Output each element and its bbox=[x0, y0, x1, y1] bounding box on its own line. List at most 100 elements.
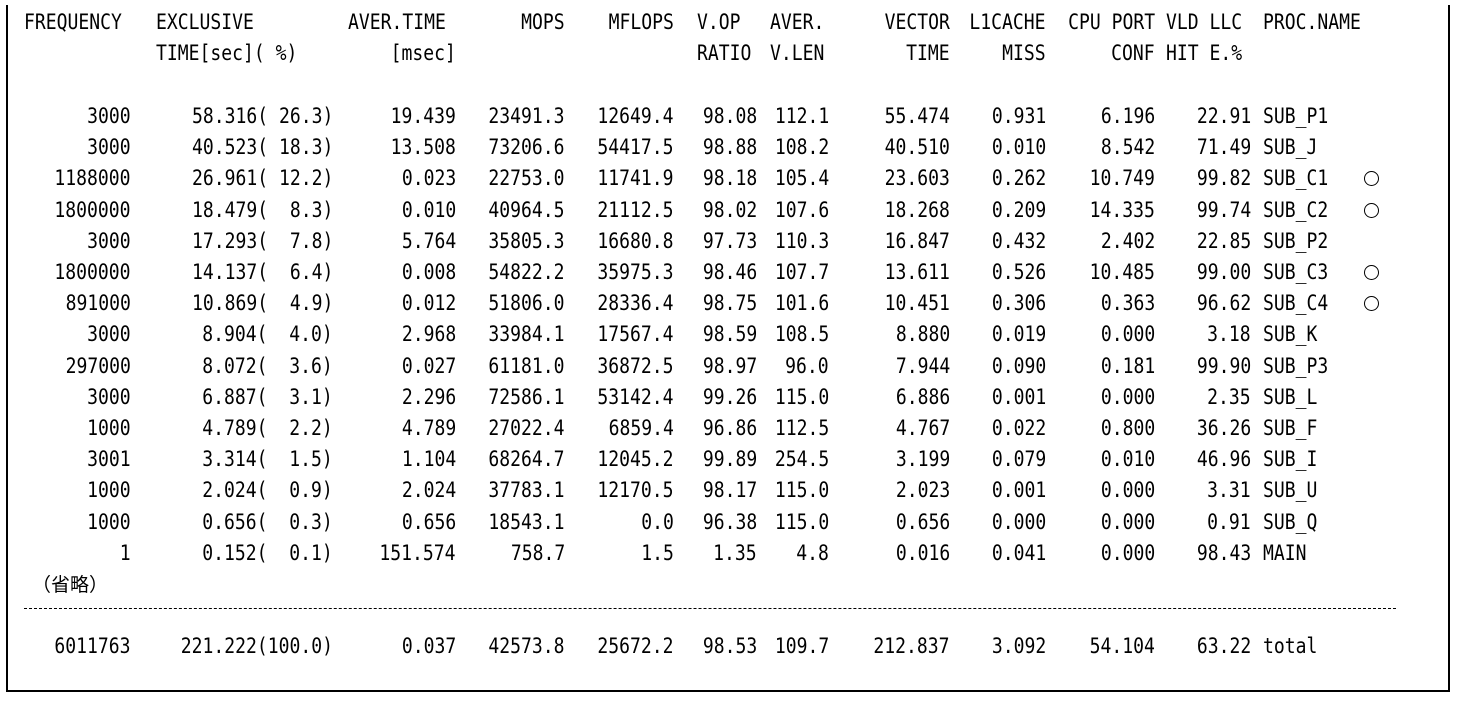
cell-proc-name: SUB_L bbox=[1263, 384, 1318, 409]
cell-vector-time: 40.510 bbox=[884, 135, 950, 160]
cell-mflops: 1.5 bbox=[641, 540, 674, 565]
cell-cpu-port-conf: 8.542 bbox=[1100, 135, 1155, 160]
cell-frequency: 3000 bbox=[87, 384, 131, 409]
cell-mflops: 53142.4 bbox=[597, 384, 674, 409]
cell-mflops: 12649.4 bbox=[597, 104, 674, 128]
cell-time: 0.656( 0.3) bbox=[202, 509, 333, 534]
cell-cpu-port-conf: 0.010 bbox=[1100, 447, 1155, 472]
cell-cpu-port-conf: 0.800 bbox=[1100, 416, 1155, 440]
cell-cpu-port-conf: 0.000 bbox=[1100, 478, 1155, 503]
cell-vector-time: 4.767 bbox=[895, 416, 950, 440]
cell-time: 2.024( 0.9) bbox=[202, 478, 333, 503]
cell-vector-time: 3.199 bbox=[895, 447, 950, 472]
cell-time: 18.479( 8.3) bbox=[191, 197, 333, 222]
cell-proc-name: SUB_P2 bbox=[1263, 228, 1329, 253]
cell-proc-name: total bbox=[1263, 634, 1318, 658]
cell-aver-time: 0.012 bbox=[401, 291, 456, 316]
cell-aver-vlen: 112.5 bbox=[774, 416, 829, 440]
cell-mops: 27022.4 bbox=[488, 416, 565, 440]
cell-l1cache-miss: 0.019 bbox=[991, 322, 1046, 347]
cell-v-op-ratio: 98.18 bbox=[702, 166, 757, 191]
cell-time: 221.222(100.0) bbox=[180, 634, 333, 658]
cell-cpu-port-conf: 54.104 bbox=[1089, 634, 1155, 658]
cell-mflops: 11741.9 bbox=[597, 166, 674, 191]
cell-time: 8.904( 4.0) bbox=[202, 322, 333, 347]
cell-aver-time: 0.037 bbox=[401, 634, 456, 658]
cell-frequency: 1000 bbox=[87, 478, 131, 503]
cell-l1cache-miss: 0.526 bbox=[991, 260, 1046, 284]
cell-mops: 51806.0 bbox=[488, 291, 565, 316]
cell-mops: 18543.1 bbox=[488, 509, 565, 534]
cell-mflops: 21112.5 bbox=[597, 197, 674, 222]
circle-mark-icon bbox=[1364, 202, 1379, 218]
header-cpu-port: CPU PORT bbox=[1068, 10, 1155, 34]
cell-frequency: 1800000 bbox=[54, 197, 131, 222]
cell-cpu-port-conf: 10.749 bbox=[1089, 166, 1155, 191]
cell-aver-vlen: 112.1 bbox=[774, 104, 829, 128]
cell-aver-vlen: 105.4 bbox=[774, 166, 829, 191]
cell-vector-time: 7.944 bbox=[895, 353, 950, 378]
cell-aver-vlen: 115.0 bbox=[774, 384, 829, 409]
cell-time: 4.789( 2.2) bbox=[202, 416, 333, 440]
cell-aver-time: 5.764 bbox=[401, 228, 456, 253]
cell-vld-llc-hit: 63.22 bbox=[1196, 634, 1251, 658]
cell-time: 14.137( 6.4) bbox=[191, 260, 333, 284]
cell-mflops: 17567.4 bbox=[597, 322, 674, 347]
cell-vector-time: 212.837 bbox=[873, 634, 950, 658]
cell-proc-name: SUB_U bbox=[1263, 478, 1318, 503]
cell-vld-llc-hit: 3.18 bbox=[1207, 322, 1251, 347]
cell-vector-time: 18.268 bbox=[884, 197, 950, 222]
cell-vector-time: 16.847 bbox=[884, 228, 950, 253]
cell-l1cache-miss: 0.432 bbox=[991, 228, 1046, 253]
cell-vld-llc-hit: 99.74 bbox=[1196, 197, 1251, 222]
cell-frequency: 297000 bbox=[65, 353, 131, 378]
cell-aver-time: 19.439 bbox=[390, 104, 456, 128]
header-v-op: V.OP bbox=[697, 10, 741, 34]
circle-mark-icon bbox=[1364, 171, 1379, 187]
cell-v-op-ratio: 98.46 bbox=[702, 260, 757, 284]
cell-proc-name: SUB_C2 bbox=[1263, 197, 1329, 222]
cell-mops: 40964.5 bbox=[488, 197, 565, 222]
cell-mops: 61181.0 bbox=[488, 353, 565, 378]
cell-mops: 72586.1 bbox=[488, 384, 565, 409]
circle-mark-icon bbox=[1364, 265, 1379, 280]
cell-time: 17.293( 7.8) bbox=[191, 228, 333, 253]
cell-frequency: 3001 bbox=[87, 447, 131, 472]
header-l1cache: L1CACHE bbox=[969, 10, 1046, 34]
header-proc-name: PROC.NAME bbox=[1263, 10, 1361, 34]
cell-vld-llc-hit: 98.43 bbox=[1196, 540, 1251, 565]
header-ratio: RATIO bbox=[697, 41, 752, 65]
cell-aver-time: 1.104 bbox=[401, 447, 456, 472]
cell-frequency: 3000 bbox=[87, 104, 131, 128]
cell-l1cache-miss: 0.010 bbox=[991, 135, 1046, 160]
header-hit: HIT E.% bbox=[1166, 41, 1243, 65]
header-time: TIME bbox=[906, 41, 950, 65]
cell-aver-time: 2.296 bbox=[401, 384, 456, 409]
cell-l1cache-miss: 0.022 bbox=[991, 416, 1046, 440]
cell-vld-llc-hit: 3.31 bbox=[1207, 478, 1251, 503]
cell-cpu-port-conf: 10.485 bbox=[1089, 260, 1155, 284]
cell-mops: 35805.3 bbox=[488, 228, 565, 253]
cell-vector-time: 13.611 bbox=[884, 260, 950, 284]
cell-aver-vlen: 4.8 bbox=[796, 540, 829, 565]
header-exclusive-time: TIME[sec]( %) bbox=[156, 41, 298, 65]
cell-time: 40.523( 18.3) bbox=[191, 135, 333, 160]
cell-aver-time: 0.656 bbox=[401, 509, 456, 534]
cell-frequency: 3000 bbox=[87, 135, 131, 160]
cell-time: 10.869( 4.9) bbox=[191, 291, 333, 316]
cell-l1cache-miss: 0.209 bbox=[991, 197, 1046, 222]
cell-l1cache-miss: 0.262 bbox=[991, 166, 1046, 191]
cell-aver-time: 0.027 bbox=[401, 353, 456, 378]
cell-aver-time: 0.010 bbox=[401, 197, 456, 222]
cell-frequency: 3000 bbox=[87, 228, 131, 253]
cell-frequency: 891000 bbox=[65, 291, 131, 316]
cell-time: 8.072( 3.6) bbox=[202, 353, 333, 378]
cell-proc-name: SUB_P3 bbox=[1263, 353, 1329, 378]
cell-aver-time: 151.574 bbox=[379, 540, 456, 565]
cell-mflops: 54417.5 bbox=[597, 135, 674, 160]
cell-cpu-port-conf: 0.181 bbox=[1100, 353, 1155, 378]
cell-v-op-ratio: 96.86 bbox=[702, 416, 757, 440]
header-aver-time: AVER.TIME bbox=[348, 10, 446, 34]
cell-proc-name: SUB_C1 bbox=[1263, 166, 1329, 191]
cell-proc-name: SUB_C3 bbox=[1263, 260, 1329, 284]
